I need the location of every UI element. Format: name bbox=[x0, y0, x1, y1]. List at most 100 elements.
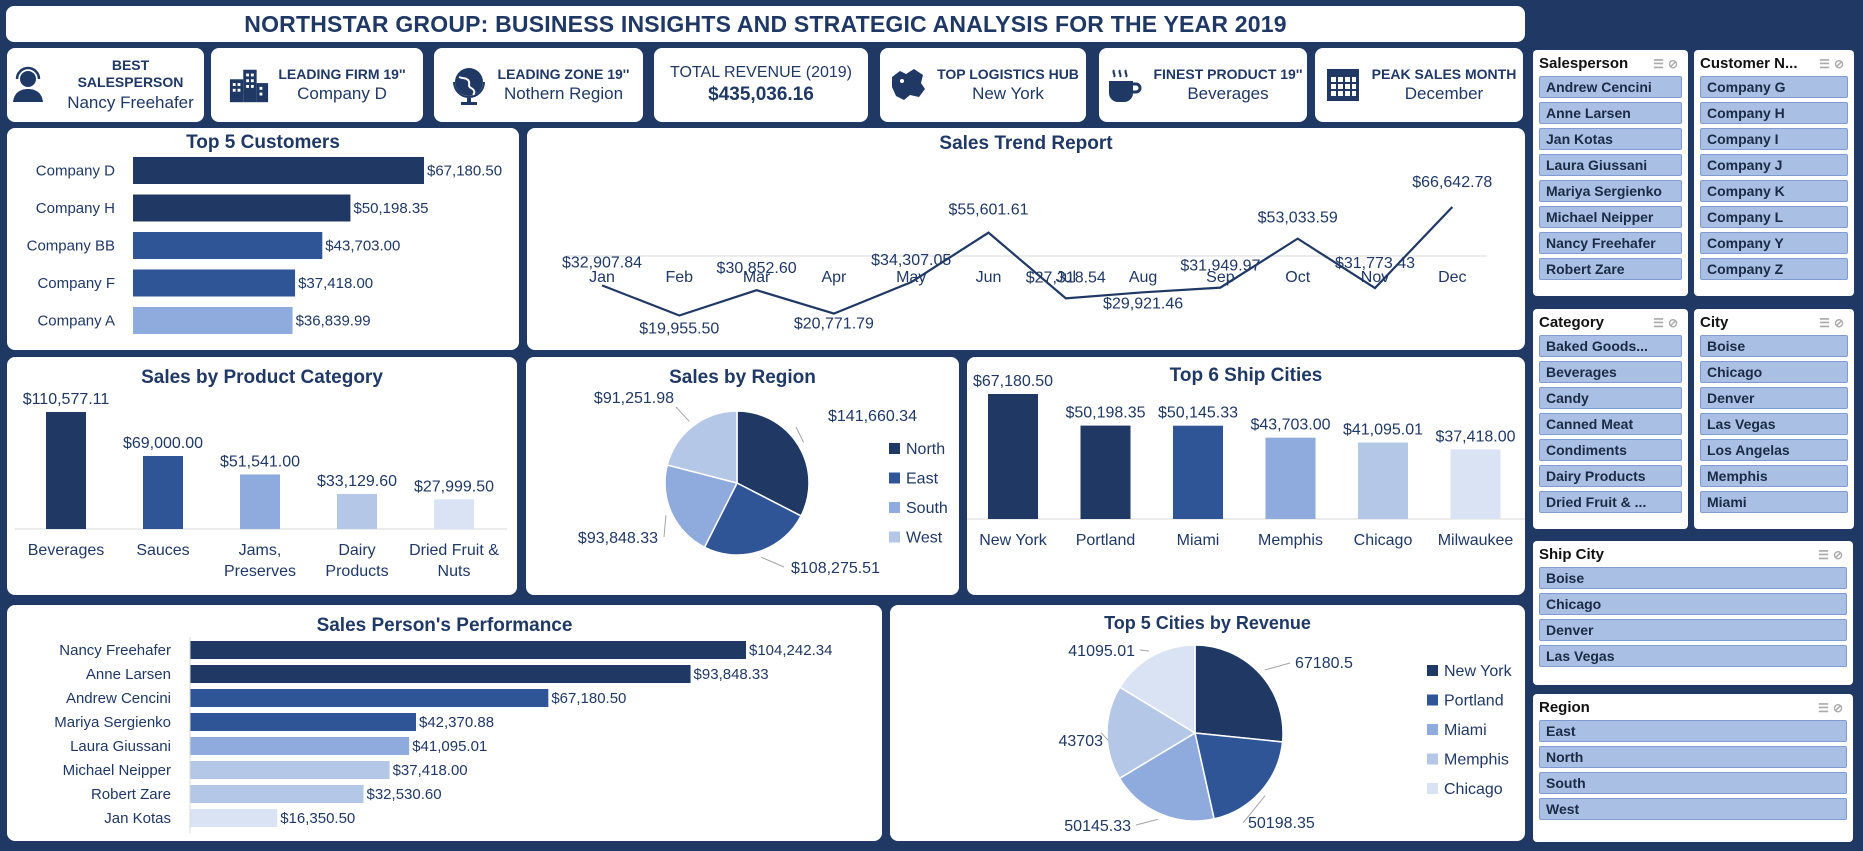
bar bbox=[337, 493, 377, 529]
person-headset-icon bbox=[7, 64, 49, 106]
slicer-item[interactable]: Memphis bbox=[1700, 465, 1848, 487]
data-label: $104,242.34 bbox=[749, 642, 832, 659]
slicer-item[interactable]: Denver bbox=[1700, 387, 1848, 409]
bar bbox=[133, 157, 424, 184]
clear-filter-icon[interactable]: ⊘ bbox=[1833, 56, 1848, 71]
slicer-item[interactable]: South bbox=[1539, 772, 1847, 794]
slicer-item[interactable]: Los Angelas bbox=[1700, 439, 1848, 461]
category-label: Apr bbox=[821, 269, 847, 286]
multi-select-icon[interactable]: ☰ bbox=[1818, 700, 1833, 715]
clear-filter-icon[interactable]: ⊘ bbox=[1833, 315, 1848, 330]
legend-label: South bbox=[906, 500, 948, 517]
slicer-item[interactable]: Denver bbox=[1539, 619, 1847, 641]
slicer-item[interactable]: Mariya Sergienko bbox=[1539, 180, 1682, 202]
slicer-item[interactable]: West bbox=[1539, 798, 1847, 820]
slicer-item[interactable]: Chicago bbox=[1539, 593, 1847, 615]
sales-by-region-chart: $141,660.34 $108,275.51 $93,848.33 $91,251.… bbox=[578, 390, 948, 577]
slicer-item[interactable]: Michael Neipper bbox=[1539, 206, 1682, 228]
slicer-item[interactable]: Company Z bbox=[1700, 258, 1848, 280]
clear-filter-icon[interactable]: ⊘ bbox=[1667, 315, 1682, 330]
kpi-label: LEADING ZONE 19'' bbox=[497, 65, 630, 82]
kpi-value: Nancy Freehafer bbox=[67, 92, 194, 112]
slicer-item[interactable]: Company L bbox=[1700, 206, 1848, 228]
bar bbox=[988, 394, 1038, 519]
slicer-item[interactable]: Laura Giussani bbox=[1539, 154, 1682, 176]
chart-title: Top 5 Cities by Revenue bbox=[1104, 613, 1311, 633]
calendar-icon bbox=[1322, 64, 1364, 106]
pie-slice bbox=[666, 410, 738, 484]
data-label: 50145.33 bbox=[1064, 818, 1131, 835]
clear-filter-icon[interactable]: ⊘ bbox=[1832, 547, 1847, 562]
category-label: Company A bbox=[37, 313, 115, 330]
slicer-item[interactable]: East bbox=[1539, 720, 1847, 742]
top6-ship-cities-chart: $67,180.50 New York $50,198.35 Portland $50,… bbox=[967, 373, 1525, 549]
category-label: Anne Larsen bbox=[86, 666, 171, 683]
slicer-item[interactable]: Robert Zare bbox=[1539, 258, 1682, 280]
multi-select-icon[interactable]: ☰ bbox=[1653, 315, 1668, 330]
category-label: Company F bbox=[37, 275, 115, 292]
clear-filter-icon[interactable]: ⊘ bbox=[1832, 700, 1847, 715]
slicer-item[interactable]: Condiments bbox=[1539, 439, 1682, 461]
slicer-item[interactable]: Boise bbox=[1539, 567, 1847, 589]
bar bbox=[190, 737, 410, 755]
bar bbox=[46, 412, 86, 529]
category-label: Company H bbox=[36, 200, 115, 217]
slicer-item[interactable]: Chicago bbox=[1700, 361, 1848, 383]
slicer-item[interactable]: Company J bbox=[1700, 154, 1848, 176]
category-label: Robert Zare bbox=[91, 786, 171, 803]
category-label: Jan Kotas bbox=[104, 810, 171, 827]
slicer-item[interactable]: Dairy Products bbox=[1539, 465, 1682, 487]
category-label: Jun bbox=[976, 269, 1002, 286]
data-label: $41,095.01 bbox=[1343, 422, 1423, 439]
slicer-item[interactable]: Canned Meat bbox=[1539, 413, 1682, 435]
slicer-title: Region bbox=[1539, 699, 1590, 716]
category-label: Milwaukee bbox=[1438, 532, 1514, 549]
slicer-item[interactable]: Baked Goods... bbox=[1539, 335, 1682, 357]
category-label: Nov bbox=[1361, 269, 1389, 286]
slicer-item[interactable]: Company G bbox=[1700, 76, 1848, 98]
slicer-item[interactable]: Las Vegas bbox=[1539, 645, 1847, 667]
kpi-label: BEST SALESPERSON bbox=[77, 56, 184, 91]
category-label: Dairy bbox=[338, 542, 375, 559]
clear-filter-icon[interactable]: ⊘ bbox=[1667, 56, 1682, 71]
multi-select-icon[interactable]: ☰ bbox=[1819, 56, 1834, 71]
pie-slice bbox=[1106, 686, 1197, 780]
kpi-finest-product: FINEST PRODUCT 19'' Beverages bbox=[1099, 48, 1307, 122]
slicer-item[interactable]: Company I bbox=[1700, 128, 1848, 150]
legend-label: Memphis bbox=[1444, 752, 1509, 769]
data-label: $32,907.84 bbox=[562, 254, 642, 271]
legend-swatch bbox=[889, 531, 900, 543]
slicer-item[interactable]: Jan Kotas bbox=[1539, 128, 1682, 150]
category-label: Miami bbox=[1177, 532, 1220, 549]
slicer-item[interactable]: Dried Fruit & ... bbox=[1539, 491, 1682, 513]
category-label: Oct bbox=[1285, 269, 1310, 286]
slicer-item[interactable]: Boise bbox=[1700, 335, 1848, 357]
slicer-item[interactable]: Anne Larsen bbox=[1539, 102, 1682, 124]
slicer-item[interactable]: Company H bbox=[1700, 102, 1848, 124]
slicer-item[interactable]: Nancy Freehafer bbox=[1539, 232, 1682, 254]
slicer-item[interactable]: Company Y bbox=[1700, 232, 1848, 254]
data-label: $27,999.50 bbox=[414, 478, 494, 495]
salesperson-performance-chart: Nancy Freehafer $104,242.34 Anne Larsen $93… bbox=[54, 637, 832, 833]
multi-select-icon[interactable]: ☰ bbox=[1653, 56, 1668, 71]
slicer-item[interactable]: Las Vegas bbox=[1700, 413, 1848, 435]
legend-swatch bbox=[889, 502, 900, 513]
category-label: Nancy Freehafer bbox=[59, 642, 171, 659]
data-label: $37,418.00 bbox=[1435, 428, 1515, 445]
slicer-item[interactable]: North bbox=[1539, 746, 1847, 768]
category-label: Sauces bbox=[136, 542, 189, 559]
multi-select-icon[interactable]: ☰ bbox=[1819, 315, 1834, 330]
legend-label: Portland bbox=[1444, 693, 1504, 710]
data-label: $93,848.33 bbox=[694, 666, 769, 683]
leader-line bbox=[1139, 649, 1150, 652]
data-label: $67,180.50 bbox=[973, 373, 1053, 390]
pie-slice bbox=[1118, 731, 1215, 822]
slicer-item[interactable]: Beverages bbox=[1539, 361, 1682, 383]
slicer-item[interactable]: Candy bbox=[1539, 387, 1682, 409]
slicer-item[interactable]: Miami bbox=[1700, 491, 1848, 513]
slicer-item[interactable]: Andrew Cencini bbox=[1539, 76, 1682, 98]
legend-swatch bbox=[1427, 694, 1438, 706]
multi-select-icon[interactable]: ☰ bbox=[1818, 547, 1833, 562]
data-label: $51,541.00 bbox=[220, 453, 300, 470]
slicer-item[interactable]: Company K bbox=[1700, 180, 1848, 202]
